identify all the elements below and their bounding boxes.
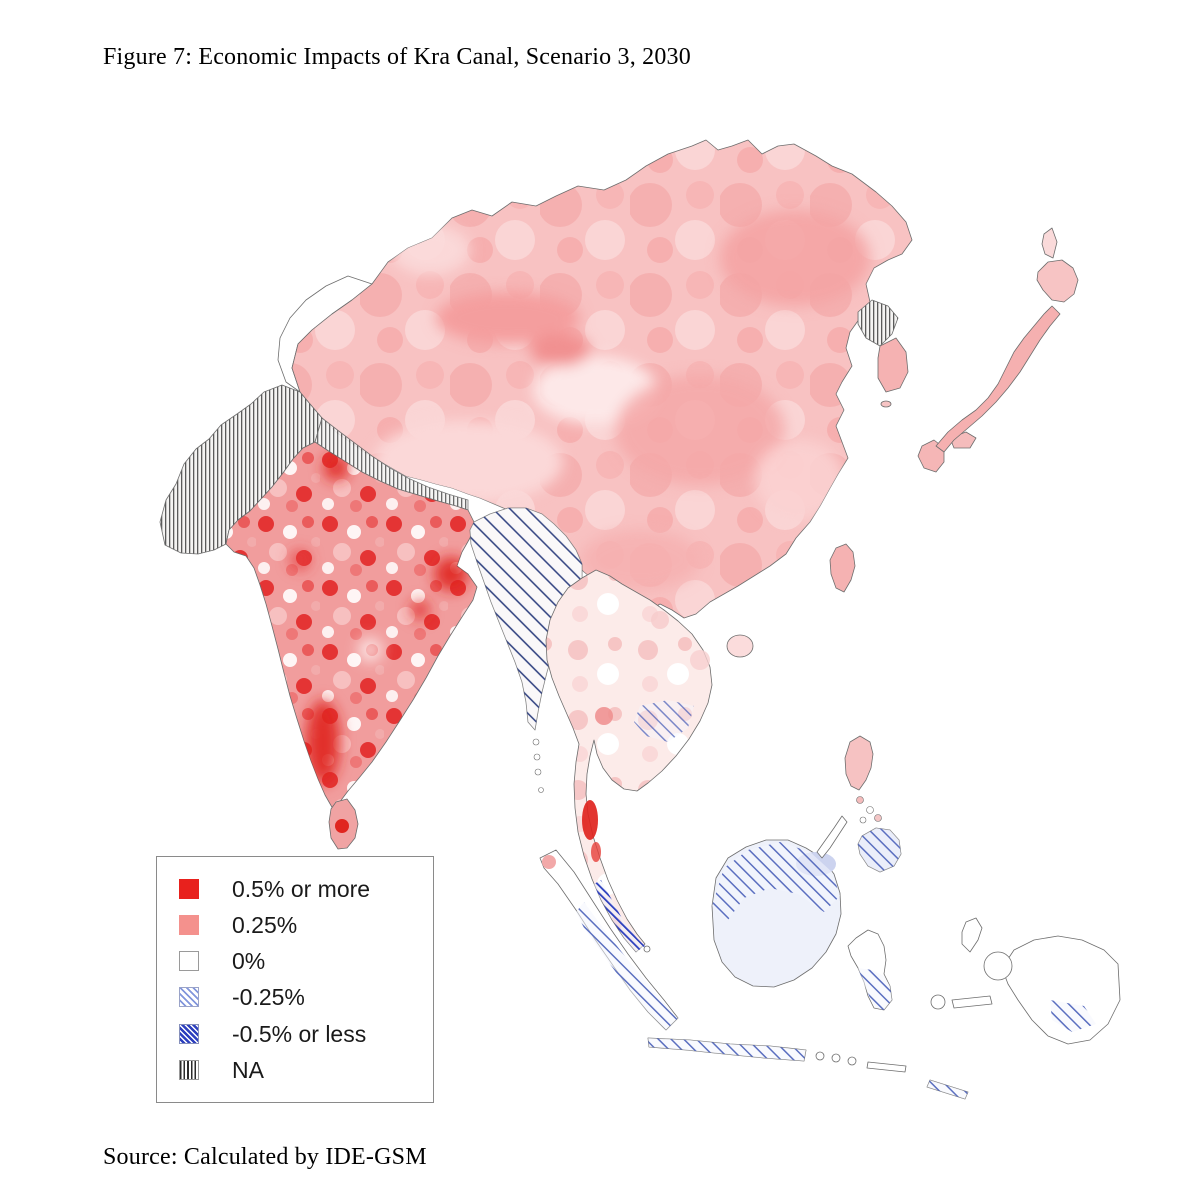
- legend-label: -0.5% or less: [232, 1020, 367, 1047]
- region-birds-head: [983, 951, 1013, 981]
- legend-label: 0%: [232, 948, 266, 975]
- sumatra-north-pink: [542, 855, 556, 869]
- legend-label: 0.5% or more: [232, 876, 371, 902]
- region-cambodia-hatch: [634, 700, 694, 742]
- legend-swatch-negative-mid: [179, 987, 199, 1008]
- region-singapore: [643, 945, 651, 953]
- indochina-spots: [582, 611, 710, 862]
- china-shading-patches: [373, 210, 870, 590]
- region-sulawesi-hatch: [858, 968, 892, 1010]
- region-luzon: [844, 735, 874, 791]
- legend-item-positive-mid: 0.25%: [179, 913, 411, 937]
- figure-title: Figure 7: Economic Impacts of Kra Canal,…: [103, 44, 691, 70]
- legend-swatch-positive-high: [179, 879, 199, 900]
- region-japan: [917, 227, 1079, 473]
- region-hokkaido: [1036, 259, 1079, 303]
- region-mindanao-hatch: [858, 828, 901, 872]
- legend-item-negative-high: -0.5% or less: [179, 1020, 411, 1047]
- region-sumatra-hatch: [576, 902, 678, 1030]
- region-new-guinea: [1001, 935, 1121, 1045]
- region-honshu: [935, 305, 1061, 453]
- region-kyushu: [917, 439, 945, 473]
- legend-label: -0.25%: [232, 984, 305, 1011]
- region-south-korea: [877, 337, 909, 393]
- legend-label: 0.25%: [232, 912, 298, 939]
- sri-lanka-red-spot: [335, 819, 349, 833]
- legend-item-positive-high: 0.5% or more: [179, 877, 411, 901]
- maluku-islands: [930, 917, 993, 1010]
- region-sakhalin: [1041, 227, 1058, 259]
- legend-item-negative-mid: -0.25%: [179, 984, 411, 1011]
- region-jeju: [880, 400, 892, 408]
- region-java-hatch: [648, 1038, 806, 1061]
- region-new-guinea-hatch: [1050, 1000, 1096, 1032]
- region-timor-hatch: [927, 1080, 968, 1099]
- legend-swatch-positive-mid: [179, 915, 199, 936]
- legend-swatch-na: [179, 1059, 199, 1080]
- region-myanmar-bangladesh-hatch: [470, 508, 582, 730]
- region-taiwan: [829, 543, 856, 593]
- region-hainan: [726, 634, 754, 658]
- region-malaysia-peninsula-hatch: [594, 880, 645, 952]
- india-shading-patches: [290, 455, 468, 784]
- visayas-islands: [856, 796, 882, 824]
- region-palawan: [816, 815, 848, 859]
- figure-source: Source: Calculated by IDE-GSM: [103, 1144, 427, 1170]
- legend-item-zero: 0%: [179, 949, 411, 973]
- region-north-korea: [857, 299, 899, 347]
- region-borneo-malaysia-hatch: [712, 842, 840, 920]
- region-india: [225, 441, 478, 810]
- andaman-nicobar-islands: [532, 738, 544, 793]
- legend: 0.5% or more 0.25% 0% -0.25% -0.5% or le…: [156, 856, 434, 1103]
- legend-item-na: NA: [179, 1058, 411, 1082]
- legend-swatch-zero: [179, 951, 199, 972]
- legend-swatch-negative-high: [179, 1023, 199, 1044]
- legend-label: NA: [232, 1056, 264, 1083]
